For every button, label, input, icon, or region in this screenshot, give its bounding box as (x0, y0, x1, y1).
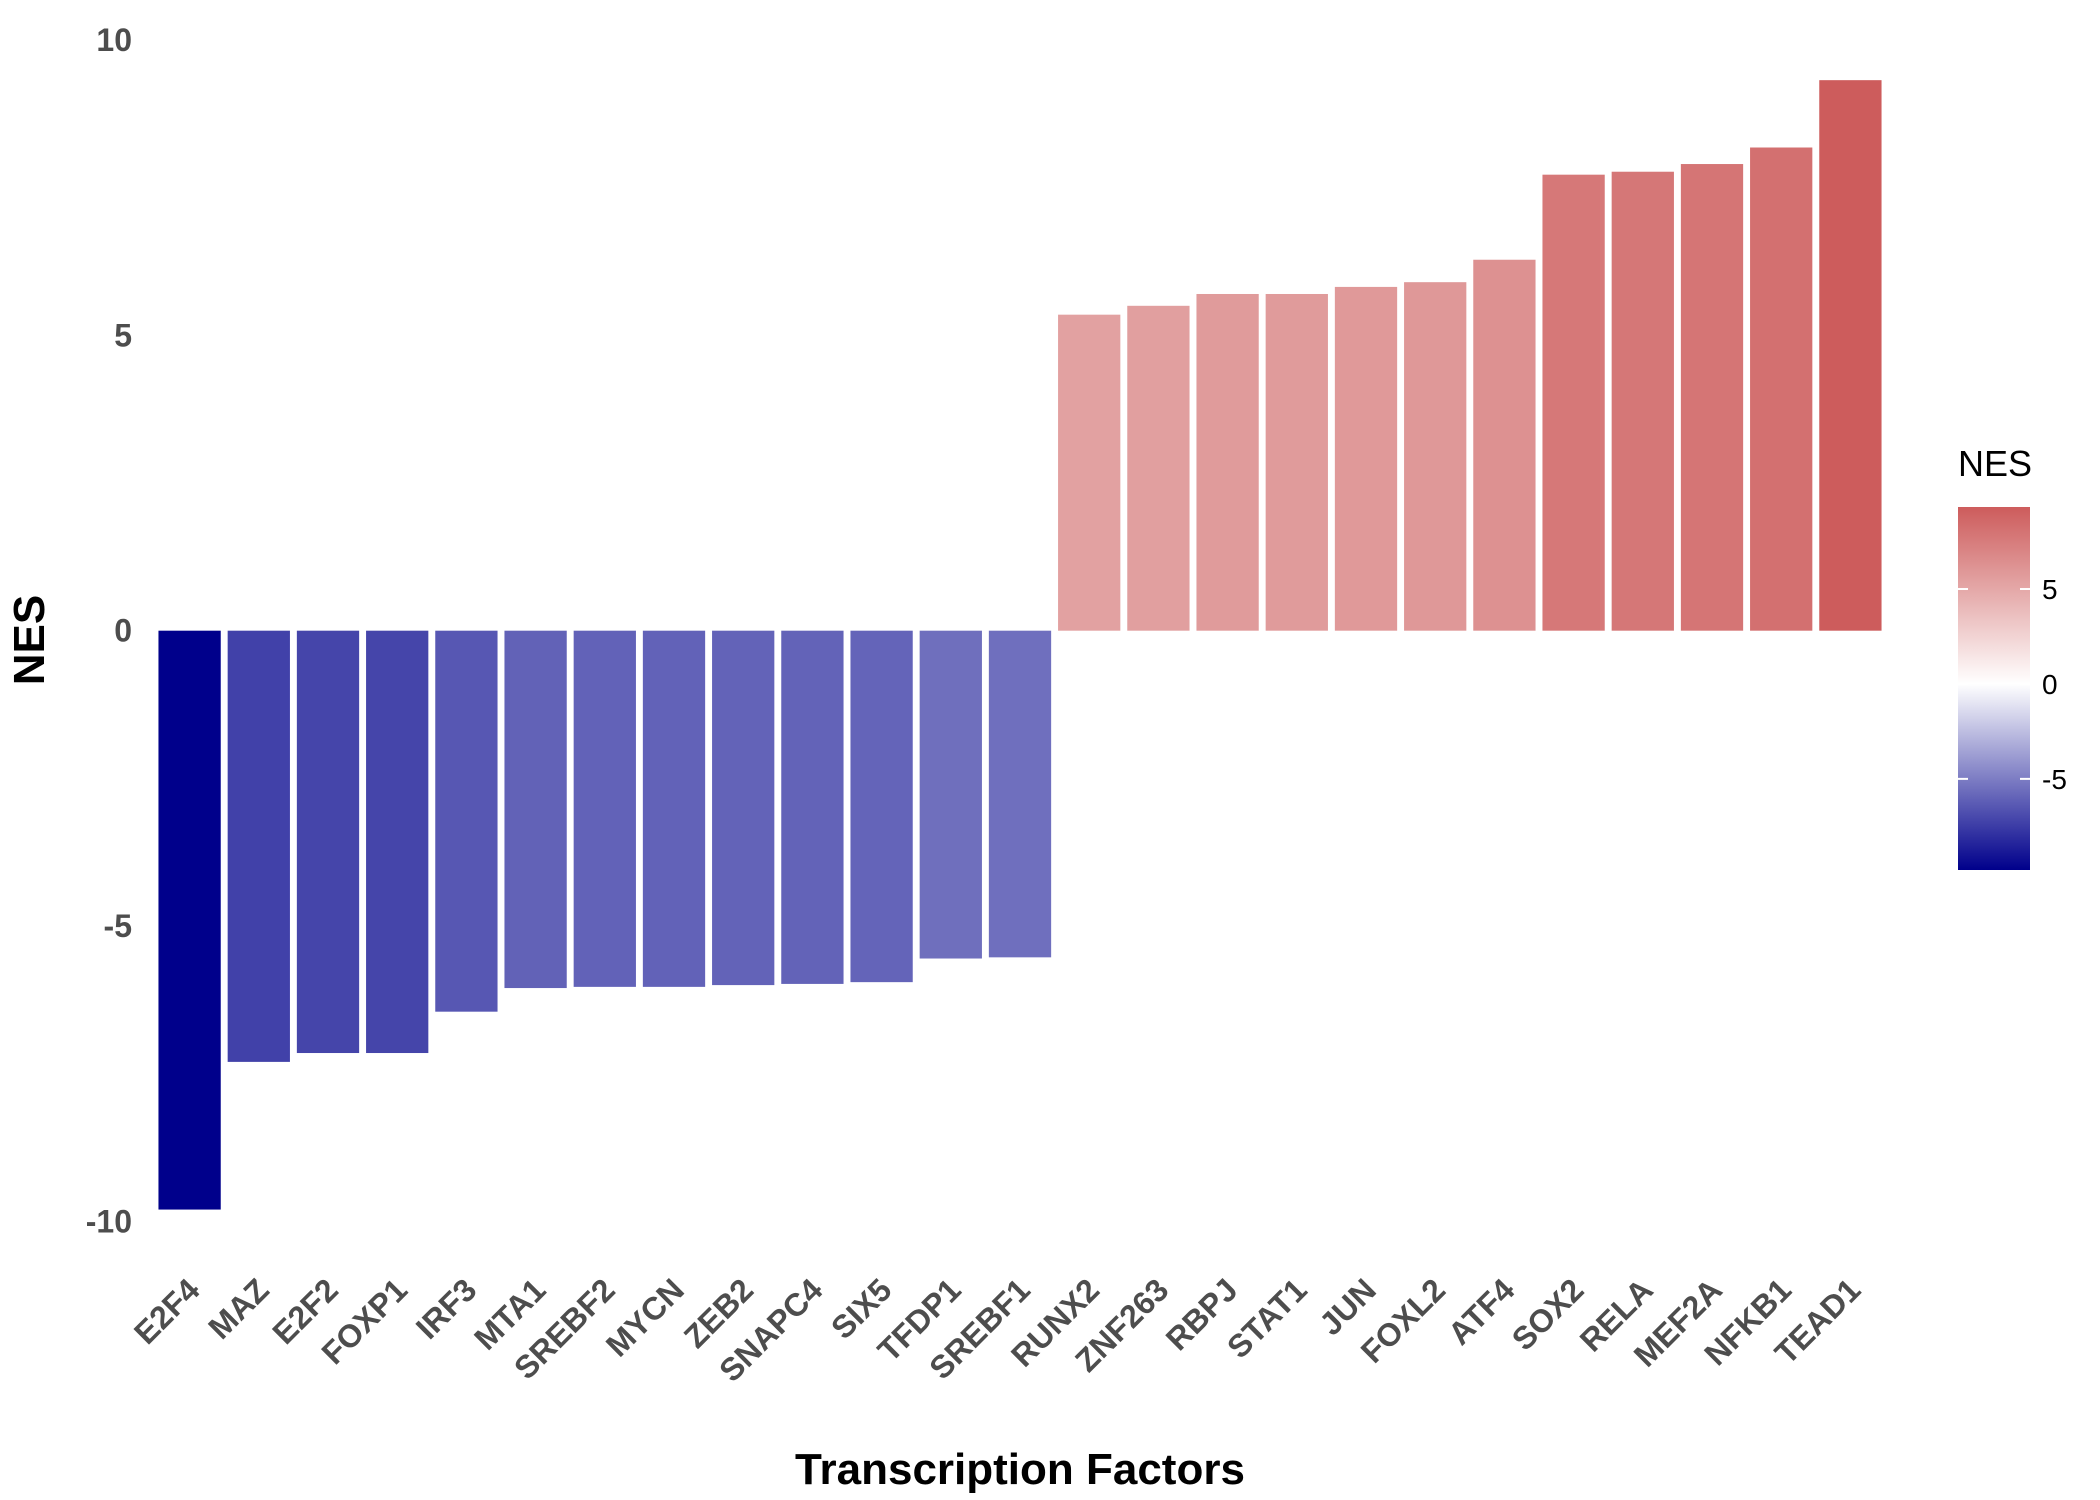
legend-tick-label: 5 (2042, 574, 2058, 605)
x-tick-label: ATF4 (1441, 1271, 1521, 1351)
bar-mycn (642, 630, 706, 987)
y-tick-label: 5 (114, 317, 132, 353)
legend-tick-label: 0 (2042, 669, 2058, 700)
x-axis-title: Transcription Factors (795, 1445, 1245, 1494)
bar-sox2 (1542, 174, 1605, 631)
bar-jun (1334, 286, 1398, 631)
x-axis-ticks: E2F4MAZE2F2FOXP1IRF3MTA1SREBF2MYCNZEB2SN… (127, 1271, 1867, 1388)
bar-mef2a (1680, 164, 1744, 631)
bar-runx2 (1058, 314, 1121, 631)
bar-srebf2 (573, 630, 636, 987)
bar-rbpj (1196, 293, 1259, 631)
bar-tead1 (1819, 80, 1882, 631)
bar-nfkb1 (1750, 147, 1813, 631)
bar-foxl2 (1404, 282, 1467, 631)
bar-znf263 (1127, 305, 1190, 631)
bar-irf3 (435, 630, 498, 1012)
y-axis-ticks: -10 -5 0 5 10 (86, 22, 132, 1239)
legend-ticks: 5 0 -5 (1958, 574, 2067, 795)
y-axis-title: NES (5, 595, 54, 685)
x-tick-label: MAZ (201, 1271, 275, 1345)
y-tick-label: -5 (104, 908, 132, 944)
bar-zeb2 (712, 630, 775, 986)
bar-e2f4 (158, 630, 221, 1210)
y-tick-label: 10 (96, 22, 132, 58)
x-tick-label: SOX2 (1505, 1271, 1591, 1357)
y-tick-label: 0 (114, 613, 132, 649)
y-tick-label: -10 (86, 1203, 132, 1239)
bar-tfdp1 (919, 630, 982, 959)
bar-maz (227, 630, 290, 1062)
bar-six5 (850, 630, 913, 983)
bars (158, 80, 1882, 1210)
bar-mta1 (504, 630, 567, 989)
legend-title: NES (1958, 443, 2032, 484)
x-tick-label: MYCN (599, 1271, 691, 1363)
bar-rela (1611, 171, 1674, 631)
bar-e2f2 (296, 630, 360, 1054)
legend-colorbar (1958, 507, 2030, 870)
x-tick-label: STAT1 (1220, 1271, 1314, 1365)
bar-foxp1 (366, 630, 429, 1054)
bar-snapc4 (781, 630, 844, 984)
bar-stat1 (1265, 293, 1328, 631)
bar-atf4 (1473, 259, 1536, 631)
color-legend: NES 5 0 -5 (1958, 443, 2067, 870)
x-tick-label: E2F4 (127, 1271, 207, 1351)
legend-tick-label: -5 (2042, 764, 2067, 795)
bar-srebf1 (988, 630, 1052, 958)
